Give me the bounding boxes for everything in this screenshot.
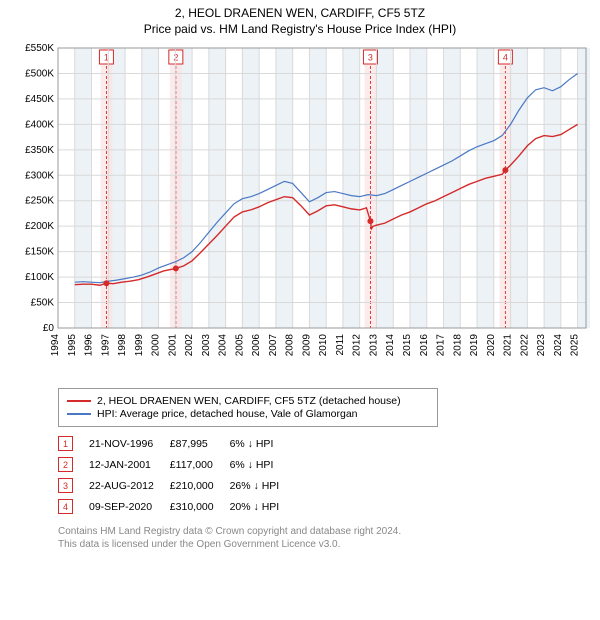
svg-text:2005: 2005 <box>234 334 245 357</box>
svg-text:£100K: £100K <box>25 272 54 283</box>
svg-text:2012: 2012 <box>352 334 363 357</box>
svg-text:2004: 2004 <box>218 334 229 357</box>
svg-text:2017: 2017 <box>436 334 447 357</box>
svg-text:1999: 1999 <box>134 334 145 357</box>
svg-text:£150K: £150K <box>25 247 54 258</box>
svg-text:2016: 2016 <box>419 334 430 357</box>
title-line-1: 2, HEOL DRAENEN WEN, CARDIFF, CF5 5TZ <box>10 6 590 20</box>
svg-text:2022: 2022 <box>519 334 530 357</box>
svg-text:2003: 2003 <box>201 334 212 357</box>
event-date: 12-JAN-2001 <box>89 454 170 475</box>
svg-text:2024: 2024 <box>553 334 564 357</box>
svg-text:2015: 2015 <box>402 334 413 357</box>
footnote-line: Contains HM Land Registry data © Crown c… <box>58 525 590 538</box>
svg-text:2013: 2013 <box>368 334 379 357</box>
svg-text:2002: 2002 <box>184 334 195 357</box>
event-marker: 1 <box>58 436 73 451</box>
svg-text:2006: 2006 <box>251 334 262 357</box>
event-row: 4 09-SEP-2020£310,00020% ↓ HPI <box>58 496 295 517</box>
chart-area: 1234£0£50K£100K£150K£200K£250K£300K£350K… <box>10 42 590 382</box>
svg-text:2025: 2025 <box>570 334 581 357</box>
svg-text:£250K: £250K <box>25 196 54 207</box>
svg-text:1998: 1998 <box>117 334 128 357</box>
svg-text:£550K: £550K <box>25 43 54 54</box>
svg-text:2019: 2019 <box>469 334 480 357</box>
svg-text:2007: 2007 <box>268 334 279 357</box>
legend-swatch-red <box>67 400 91 402</box>
svg-text:2000: 2000 <box>151 334 162 357</box>
event-price: £210,000 <box>170 475 230 496</box>
svg-text:£50K: £50K <box>31 298 55 309</box>
event-marker: 2 <box>58 457 73 472</box>
svg-text:3: 3 <box>368 53 373 63</box>
svg-text:£400K: £400K <box>25 119 54 130</box>
svg-text:£200K: £200K <box>25 221 54 232</box>
event-delta: 6% ↓ HPI <box>230 454 296 475</box>
chart-title-block: 2, HEOL DRAENEN WEN, CARDIFF, CF5 5TZ Pr… <box>10 6 590 36</box>
price-chart-svg: 1234£0£50K£100K£150K£200K£250K£300K£350K… <box>10 42 590 382</box>
svg-text:£300K: £300K <box>25 170 54 181</box>
svg-text:£350K: £350K <box>25 145 54 156</box>
svg-text:2020: 2020 <box>486 334 497 357</box>
event-date: 22-AUG-2012 <box>89 475 170 496</box>
svg-text:2001: 2001 <box>167 334 178 357</box>
legend: 2, HEOL DRAENEN WEN, CARDIFF, CF5 5TZ (d… <box>58 388 438 427</box>
svg-text:2023: 2023 <box>536 334 547 357</box>
svg-text:£450K: £450K <box>25 94 54 105</box>
footnote-line: This data is licensed under the Open Gov… <box>58 538 590 551</box>
legend-swatch-blue <box>67 413 91 415</box>
event-row: 3 22-AUG-2012£210,00026% ↓ HPI <box>58 475 295 496</box>
event-price: £87,995 <box>170 433 230 454</box>
svg-text:2010: 2010 <box>318 334 329 357</box>
legend-label: 2, HEOL DRAENEN WEN, CARDIFF, CF5 5TZ (d… <box>97 395 401 407</box>
event-date: 21-NOV-1996 <box>89 433 170 454</box>
svg-text:2009: 2009 <box>301 334 312 357</box>
event-price: £310,000 <box>170 496 230 517</box>
event-row: 1 21-NOV-1996£87,9956% ↓ HPI <box>58 433 295 454</box>
svg-text:2008: 2008 <box>285 334 296 357</box>
svg-text:£0: £0 <box>43 323 55 334</box>
event-price: £117,000 <box>170 454 230 475</box>
svg-text:2011: 2011 <box>335 334 346 356</box>
legend-row: 2, HEOL DRAENEN WEN, CARDIFF, CF5 5TZ (d… <box>67 395 429 407</box>
svg-text:4: 4 <box>503 53 508 63</box>
svg-text:2018: 2018 <box>452 334 463 357</box>
svg-text:£500K: £500K <box>25 68 54 79</box>
svg-text:1997: 1997 <box>100 334 111 357</box>
event-marker: 4 <box>58 499 73 514</box>
event-delta: 20% ↓ HPI <box>230 496 296 517</box>
event-row: 2 12-JAN-2001£117,0006% ↓ HPI <box>58 454 295 475</box>
legend-row: HPI: Average price, detached house, Vale… <box>67 408 429 420</box>
events-table: 1 21-NOV-1996£87,9956% ↓ HPI 2 12-JAN-2001£… <box>58 433 295 517</box>
event-marker: 3 <box>58 478 73 493</box>
event-delta: 6% ↓ HPI <box>230 433 296 454</box>
svg-text:2021: 2021 <box>503 334 514 357</box>
svg-text:2: 2 <box>173 53 178 63</box>
legend-label: HPI: Average price, detached house, Vale… <box>97 408 358 420</box>
svg-text:1995: 1995 <box>67 334 78 357</box>
svg-text:1996: 1996 <box>84 334 95 357</box>
svg-text:1994: 1994 <box>50 334 61 357</box>
svg-text:2014: 2014 <box>385 334 396 357</box>
event-date: 09-SEP-2020 <box>89 496 170 517</box>
event-delta: 26% ↓ HPI <box>230 475 296 496</box>
title-line-2: Price paid vs. HM Land Registry's House … <box>10 22 590 36</box>
footnote: Contains HM Land Registry data © Crown c… <box>58 525 590 551</box>
